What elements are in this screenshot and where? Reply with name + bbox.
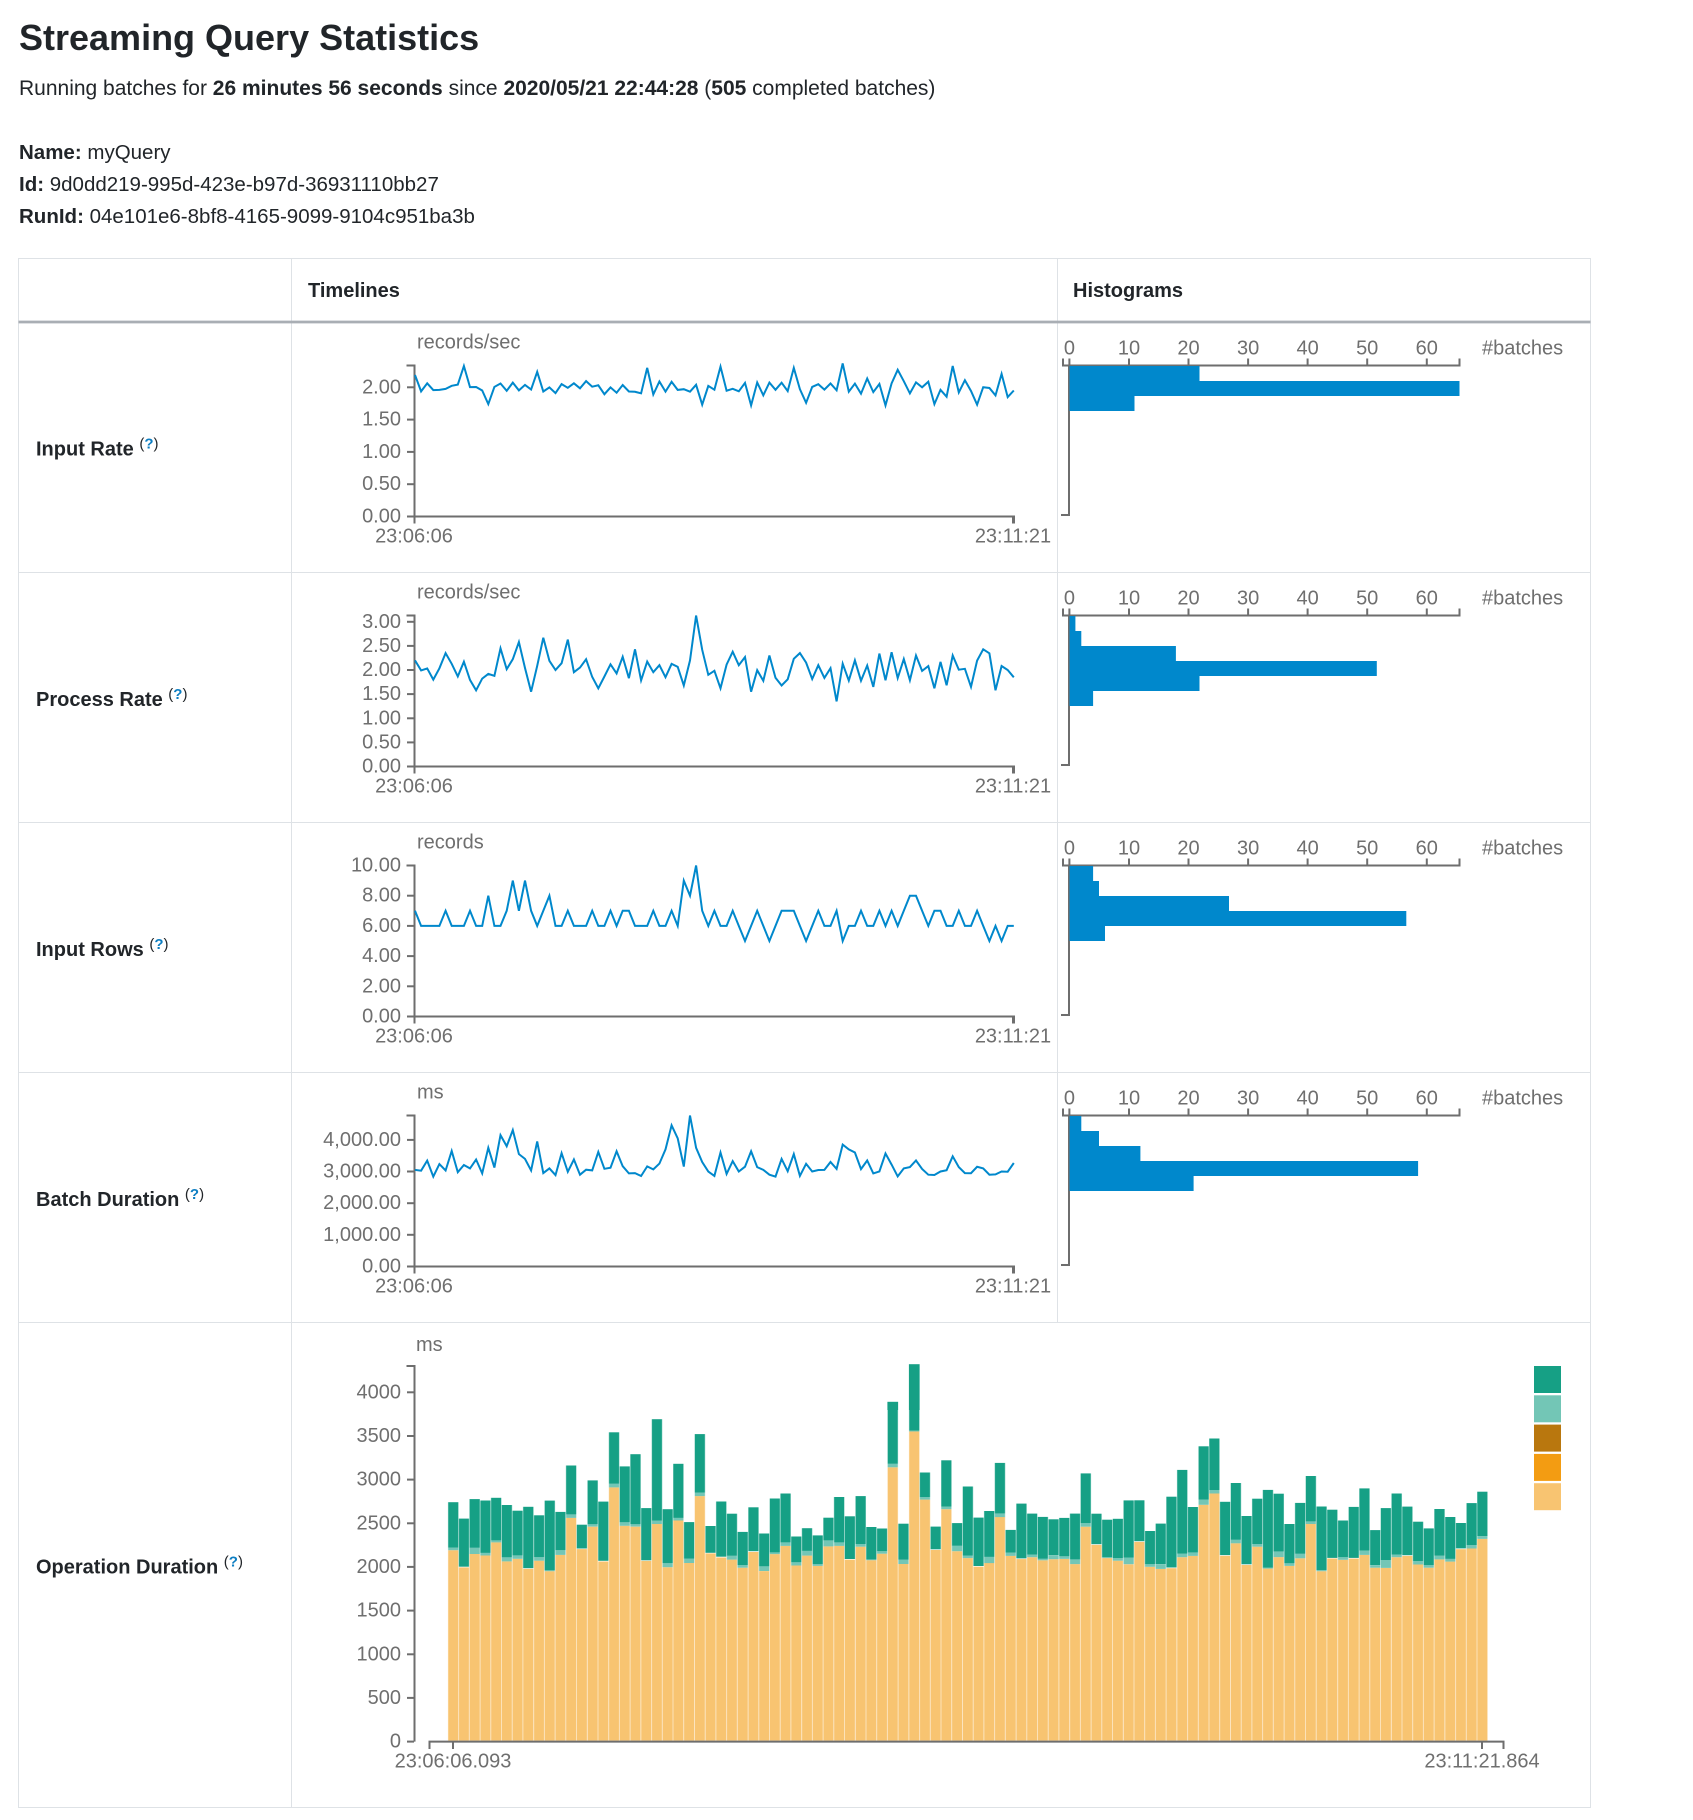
svg-text:0.50: 0.50 [362, 731, 401, 753]
svg-text:Running batches for 26 minutes: Running batches for 26 minutes 56 second… [19, 77, 935, 100]
svg-text:50: 50 [1356, 338, 1378, 360]
svg-text:0: 0 [1064, 338, 1075, 360]
svg-text:30: 30 [1237, 1088, 1259, 1110]
svg-text:Operation Duration (?): Operation Duration (?) [36, 1554, 243, 1579]
svg-text:20: 20 [1177, 838, 1199, 860]
svg-text:2500: 2500 [357, 1512, 402, 1534]
svg-text:60: 60 [1416, 588, 1438, 610]
svg-text:#batches: #batches [1482, 1088, 1563, 1110]
svg-text:4,000.00: 4,000.00 [323, 1129, 401, 1151]
svg-text:3,000.00: 3,000.00 [323, 1161, 401, 1183]
svg-text:records/sec: records/sec [417, 582, 520, 604]
svg-text:Streaming Query Statistics: Streaming Query Statistics [19, 17, 479, 58]
svg-text:0.50: 0.50 [362, 473, 401, 495]
svg-text:30: 30 [1237, 338, 1259, 360]
svg-text:60: 60 [1416, 838, 1438, 860]
svg-text:23:06:06: 23:06:06 [375, 1276, 453, 1298]
svg-text:Batch Duration (?): Batch Duration (?) [36, 1186, 204, 1211]
svg-text:records/sec: records/sec [417, 332, 520, 354]
svg-text:0: 0 [1064, 1088, 1075, 1110]
svg-text:1.50: 1.50 [362, 409, 401, 431]
svg-text:Id: 9d0dd219-995d-423e-b97d-36: Id: 9d0dd219-995d-423e-b97d-36931110bb27 [19, 173, 439, 196]
svg-text:2,000.00: 2,000.00 [323, 1192, 401, 1214]
svg-text:20: 20 [1177, 1088, 1199, 1110]
svg-text:23:11:21: 23:11:21 [975, 776, 1051, 798]
svg-text:10.00: 10.00 [351, 855, 401, 877]
svg-text:10: 10 [1118, 338, 1140, 360]
svg-text:40: 40 [1296, 588, 1318, 610]
svg-text:3000: 3000 [357, 1469, 402, 1491]
svg-text:23:11:21: 23:11:21 [975, 1026, 1051, 1048]
svg-text:23:11:21: 23:11:21 [975, 1276, 1051, 1298]
svg-text:#batches: #batches [1482, 338, 1563, 360]
svg-text:30: 30 [1237, 588, 1259, 610]
svg-text:0.00: 0.00 [362, 1256, 401, 1278]
svg-text:0: 0 [1064, 588, 1075, 610]
svg-text:4.00: 4.00 [362, 945, 401, 967]
svg-text:2.00: 2.00 [362, 975, 401, 997]
svg-text:3.00: 3.00 [362, 611, 401, 633]
svg-text:23:11:21.864: 23:11:21.864 [1424, 1751, 1539, 1773]
svg-text:#batches: #batches [1482, 838, 1563, 860]
svg-text:10: 10 [1118, 838, 1140, 860]
svg-text:4000: 4000 [357, 1381, 402, 1403]
svg-text:60: 60 [1416, 1088, 1438, 1110]
svg-text:records: records [417, 832, 484, 854]
svg-text:Histograms: Histograms [1073, 280, 1183, 302]
svg-text:8.00: 8.00 [362, 885, 401, 907]
svg-text:1.00: 1.00 [362, 441, 401, 463]
svg-text:Timelines: Timelines [308, 280, 400, 302]
svg-text:60: 60 [1416, 338, 1438, 360]
svg-text:1500: 1500 [357, 1600, 402, 1622]
svg-text:Name: myQuery: Name: myQuery [19, 141, 171, 164]
svg-text:50: 50 [1356, 588, 1378, 610]
svg-text:2.50: 2.50 [362, 635, 401, 657]
svg-text:1.00: 1.00 [362, 707, 401, 729]
svg-text:40: 40 [1296, 1088, 1318, 1110]
svg-text:1.50: 1.50 [362, 683, 401, 705]
svg-text:ms: ms [417, 1082, 444, 1104]
svg-text:3500: 3500 [357, 1425, 402, 1447]
svg-text:10: 10 [1118, 1088, 1140, 1110]
svg-text:20: 20 [1177, 588, 1199, 610]
svg-text:23:06:06: 23:06:06 [375, 1026, 453, 1048]
svg-text:ms: ms [416, 1334, 443, 1356]
svg-text:40: 40 [1296, 338, 1318, 360]
svg-text:1,000.00: 1,000.00 [323, 1224, 401, 1246]
svg-text:Input Rows (?): Input Rows (?) [36, 936, 169, 961]
svg-text:2.00: 2.00 [362, 376, 401, 398]
svg-text:1000: 1000 [357, 1643, 402, 1665]
svg-text:2000: 2000 [357, 1556, 402, 1578]
svg-text:Input Rate (?): Input Rate (?) [36, 436, 159, 461]
svg-text:0: 0 [1064, 838, 1075, 860]
svg-text:50: 50 [1356, 838, 1378, 860]
svg-text:RunId: 04e101e6-8bf8-4165-9099: RunId: 04e101e6-8bf8-4165-9099-9104c951b… [19, 205, 475, 228]
svg-text:0.00: 0.00 [362, 506, 401, 528]
svg-text:40: 40 [1296, 838, 1318, 860]
svg-text:23:11:21: 23:11:21 [975, 526, 1051, 548]
svg-text:0.00: 0.00 [362, 1006, 401, 1028]
svg-text:0: 0 [390, 1731, 401, 1753]
svg-text:23:06:06.093: 23:06:06.093 [395, 1751, 512, 1773]
svg-text:Process Rate (?): Process Rate (?) [36, 686, 187, 711]
svg-text:6.00: 6.00 [362, 915, 401, 937]
svg-text:30: 30 [1237, 838, 1259, 860]
svg-text:2.00: 2.00 [362, 659, 401, 681]
svg-text:500: 500 [368, 1687, 401, 1709]
svg-text:0.00: 0.00 [362, 756, 401, 778]
svg-text:23:06:06: 23:06:06 [375, 526, 453, 548]
svg-text:50: 50 [1356, 1088, 1378, 1110]
svg-text:10: 10 [1118, 588, 1140, 610]
svg-text:#batches: #batches [1482, 588, 1563, 610]
svg-text:20: 20 [1177, 338, 1199, 360]
svg-text:23:06:06: 23:06:06 [375, 776, 453, 798]
